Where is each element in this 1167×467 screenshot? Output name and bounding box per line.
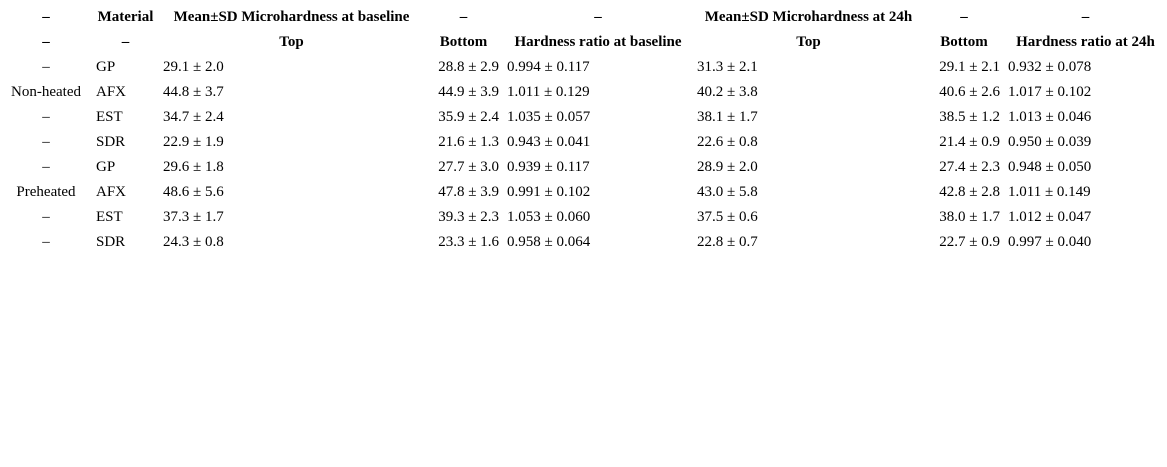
value-cell: 0.997 ± 0.040 xyxy=(1008,234,1092,250)
value-cell: 42.8 ± 2.8 xyxy=(939,184,1000,200)
data-table: – Material Mean±SD Microhardness at baseli… xyxy=(0,5,1167,255)
value-cell: 31.3 ± 2.1 xyxy=(697,59,758,75)
group-cell: – xyxy=(42,134,50,150)
value-cell: 0.991 ± 0.102 xyxy=(507,184,591,200)
body-row: – SDR 24.3 ± 0.8 23.3 ± 1.6 0.958 ± 0.064 22.… xyxy=(0,230,1167,255)
value-cell: 24.3 ± 0.8 xyxy=(163,234,224,250)
value-cell: 40.2 ± 3.8 xyxy=(697,84,758,100)
value-cell: 28.8 ± 2.9 xyxy=(438,59,499,75)
value-cell: 35.9 ± 2.4 xyxy=(438,109,499,125)
value-cell: 1.053 ± 0.060 xyxy=(507,209,591,225)
value-cell: 29.6 ± 1.8 xyxy=(163,159,224,175)
body-row: – SDR 22.9 ± 1.9 21.6 ± 1.3 0.943 ± 0.041 22.… xyxy=(0,130,1167,155)
group-cell: – xyxy=(42,109,50,125)
value-cell: 23.3 ± 1.6 xyxy=(438,234,499,250)
value-cell: 34.7 ± 2.4 xyxy=(163,109,224,125)
material-cell: GP xyxy=(96,59,116,75)
value-cell: 21.6 ± 1.3 xyxy=(438,134,499,150)
value-cell: 0.943 ± 0.041 xyxy=(507,134,591,150)
material-cell: SDR xyxy=(96,234,126,250)
value-cell: 22.6 ± 0.8 xyxy=(697,134,758,150)
value-cell: 40.6 ± 2.6 xyxy=(939,84,1000,100)
header-cell: – xyxy=(121,34,130,50)
body-row: – GP 29.6 ± 1.8 27.7 ± 3.0 0.939 ± 0.117 28.9… xyxy=(0,155,1167,180)
value-cell: 22.9 ± 1.9 xyxy=(163,134,224,150)
value-cell: 37.3 ± 1.7 xyxy=(163,209,224,225)
group-cell: – xyxy=(42,159,50,175)
value-cell: 37.5 ± 0.6 xyxy=(697,209,758,225)
value-cell: 1.013 ± 0.046 xyxy=(1008,109,1092,125)
value-cell: 28.9 ± 2.0 xyxy=(697,159,758,175)
value-cell: 44.8 ± 3.7 xyxy=(163,84,224,100)
value-cell: 27.4 ± 2.3 xyxy=(939,159,1000,175)
value-cell: 0.948 ± 0.050 xyxy=(1008,159,1092,175)
value-cell: 27.7 ± 3.0 xyxy=(438,159,499,175)
value-cell: 0.939 ± 0.117 xyxy=(507,159,590,175)
value-cell: 47.8 ± 3.9 xyxy=(438,184,499,200)
value-cell: 1.035 ± 0.057 xyxy=(507,109,591,125)
value-cell: 1.011 ± 0.149 xyxy=(1008,184,1091,200)
value-cell: 21.4 ± 0.9 xyxy=(939,134,1000,150)
value-cell: 0.958 ± 0.064 xyxy=(507,234,591,250)
header-row: – – Top Bottom Hardness ratio at baseline Top… xyxy=(0,30,1167,55)
value-cell: 1.017 ± 0.102 xyxy=(1008,84,1092,100)
value-cell: 38.0 ± 1.7 xyxy=(939,209,1000,225)
value-cell: 0.994 ± 0.117 xyxy=(507,59,590,75)
value-cell: 1.012 ± 0.047 xyxy=(1008,209,1092,225)
group-cell: Preheated xyxy=(16,184,76,200)
body-row: Non-heated AFX 44.8 ± 3.7 44.9 ± 3.9 1.011 ±… xyxy=(0,80,1167,105)
value-cell: 48.6 ± 5.6 xyxy=(163,184,224,200)
table-body: – GP 29.1 ± 2.0 28.8 ± 2.9 0.994 ± 0.117 31.3… xyxy=(0,55,1167,255)
group-cell: – xyxy=(42,234,50,250)
body-row: – EST 37.3 ± 1.7 39.3 ± 2.3 1.053 ± 0.060 37.… xyxy=(0,205,1167,230)
value-cell: 29.1 ± 2.0 xyxy=(163,59,224,75)
group-cell: – xyxy=(42,59,50,75)
material-cell: EST xyxy=(96,109,123,125)
value-cell: 43.0 ± 5.8 xyxy=(697,184,758,200)
value-cell: 22.7 ± 0.9 xyxy=(939,234,1000,250)
value-cell: 29.1 ± 2.1 xyxy=(939,59,1000,75)
header-cell: – xyxy=(594,9,602,25)
value-cell: 44.9 ± 3.9 xyxy=(438,84,499,100)
material-cell: SDR xyxy=(96,134,126,150)
header-cell: Top xyxy=(796,34,821,50)
header-cell: Mean±SD Microhardness at 24h xyxy=(704,9,913,25)
header-cell: – xyxy=(960,9,968,25)
value-cell: 0.950 ± 0.039 xyxy=(1008,134,1092,150)
group-cell: – xyxy=(42,209,50,225)
body-row: Preheated AFX 48.6 ± 5.6 47.8 ± 3.9 0.991 ± … xyxy=(0,180,1167,205)
material-cell: EST xyxy=(96,209,123,225)
value-cell: 39.3 ± 2.3 xyxy=(438,209,499,225)
header-cell: Hardness ratio at baseline xyxy=(514,34,682,50)
header-cell: Material xyxy=(97,9,154,25)
header-cell: Top xyxy=(279,34,304,50)
header-cell: – xyxy=(42,9,50,25)
value-cell: 38.5 ± 1.2 xyxy=(939,109,1000,125)
header-cell: Bottom xyxy=(940,34,988,50)
header-cell: – xyxy=(42,34,50,50)
group-cell: Non-heated xyxy=(11,84,81,100)
value-cell: 0.932 ± 0.078 xyxy=(1008,59,1092,75)
material-cell: AFX xyxy=(96,184,127,200)
header-cell: Hardness ratio at 24h xyxy=(1016,34,1155,50)
header-row: – Material Mean±SD Microhardness at baseli… xyxy=(0,5,1167,30)
value-cell: 38.1 ± 1.7 xyxy=(697,109,758,125)
header-cell: – xyxy=(459,9,468,25)
value-cell: 22.8 ± 0.7 xyxy=(697,234,758,250)
header-cell: Bottom xyxy=(439,34,488,50)
value-cell: 1.011 ± 0.129 xyxy=(507,84,590,100)
page: – Material Mean±SD Microhardness at baseli… xyxy=(0,5,1167,467)
table-header: – Material Mean±SD Microhardness at baseli… xyxy=(0,5,1167,55)
header-cell: – xyxy=(1081,9,1090,25)
material-cell: AFX xyxy=(96,84,127,100)
body-row: – GP 29.1 ± 2.0 28.8 ± 2.9 0.994 ± 0.117 31.3… xyxy=(0,55,1167,80)
body-row: – EST 34.7 ± 2.4 35.9 ± 2.4 1.035 ± 0.057 38.… xyxy=(0,105,1167,130)
material-cell: GP xyxy=(96,159,116,175)
header-cell: Mean±SD Microhardness at baseline xyxy=(173,9,410,25)
